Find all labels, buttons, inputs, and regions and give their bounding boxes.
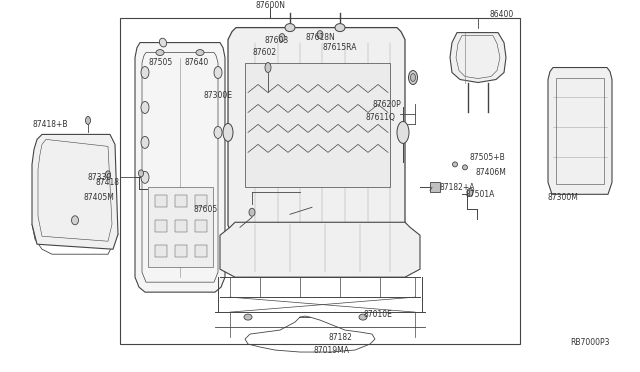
Ellipse shape [285, 23, 295, 32]
Ellipse shape [463, 165, 467, 170]
Bar [120, 17, 520, 344]
Ellipse shape [249, 208, 255, 216]
Text: 87501A: 87501A [465, 190, 494, 199]
Text: 86400: 86400 [490, 10, 515, 19]
Ellipse shape [86, 116, 90, 124]
Ellipse shape [196, 49, 204, 55]
Ellipse shape [214, 67, 222, 78]
Ellipse shape [156, 49, 164, 55]
Ellipse shape [72, 216, 79, 225]
Ellipse shape [106, 171, 111, 178]
Ellipse shape [214, 126, 222, 138]
Bar [195, 220, 207, 232]
Ellipse shape [408, 71, 417, 84]
Text: 87418+B: 87418+B [33, 120, 68, 129]
Bar [195, 245, 207, 257]
Text: 87615RA: 87615RA [323, 43, 357, 52]
Bar [195, 195, 207, 207]
Text: 87182+A: 87182+A [440, 183, 476, 192]
Ellipse shape [141, 171, 149, 183]
Text: 87406M: 87406M [476, 168, 507, 177]
Text: 87505: 87505 [149, 58, 173, 67]
Bar [245, 62, 390, 187]
Bar [175, 220, 187, 232]
Polygon shape [228, 28, 405, 237]
Text: 87182: 87182 [328, 333, 352, 341]
Text: 87300M: 87300M [548, 193, 579, 202]
Bar [175, 245, 187, 257]
Text: 87505+B: 87505+B [470, 153, 506, 162]
Ellipse shape [223, 124, 233, 141]
Text: 87605: 87605 [194, 205, 218, 214]
Bar [155, 220, 167, 232]
Ellipse shape [159, 38, 166, 47]
Ellipse shape [397, 121, 409, 143]
Polygon shape [548, 68, 612, 194]
Ellipse shape [335, 23, 345, 32]
Bar [175, 195, 187, 207]
Polygon shape [450, 33, 506, 83]
Polygon shape [135, 42, 225, 292]
Text: 87602: 87602 [253, 48, 277, 57]
Polygon shape [220, 222, 420, 277]
Text: 87620P: 87620P [372, 100, 401, 109]
Text: 87640: 87640 [185, 58, 209, 67]
Ellipse shape [244, 314, 252, 320]
Ellipse shape [467, 188, 473, 196]
Polygon shape [32, 134, 118, 249]
Ellipse shape [141, 102, 149, 113]
Text: 87600N: 87600N [255, 1, 285, 10]
Text: 87405M: 87405M [84, 193, 115, 202]
Bar [556, 77, 604, 185]
Text: 87330: 87330 [88, 173, 112, 182]
Bar [430, 182, 440, 192]
Ellipse shape [317, 31, 323, 39]
Ellipse shape [141, 67, 149, 78]
Text: 87019MA: 87019MA [314, 346, 350, 355]
Ellipse shape [279, 33, 285, 42]
Text: 87010E: 87010E [364, 310, 392, 318]
Ellipse shape [410, 74, 415, 81]
Ellipse shape [452, 162, 458, 167]
Text: 87603: 87603 [265, 36, 289, 45]
Text: 87611Q: 87611Q [365, 113, 395, 122]
Ellipse shape [138, 170, 143, 177]
Bar [148, 187, 213, 267]
Ellipse shape [359, 314, 367, 320]
Text: RB7000P3: RB7000P3 [570, 337, 610, 347]
Ellipse shape [141, 137, 149, 148]
Bar [155, 195, 167, 207]
Bar [155, 245, 167, 257]
Ellipse shape [265, 62, 271, 73]
Text: 87418: 87418 [96, 178, 120, 187]
Text: 87618N: 87618N [305, 33, 335, 42]
Text: 87300E: 87300E [204, 91, 232, 100]
